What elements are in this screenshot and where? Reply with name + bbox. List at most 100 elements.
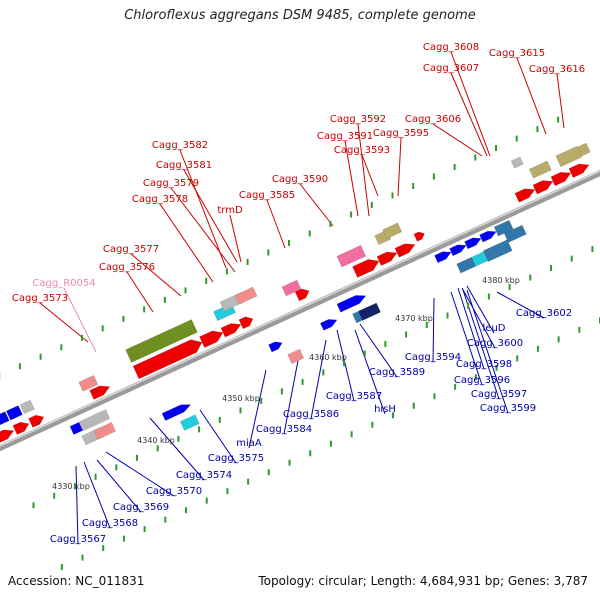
- gene-label[interactable]: Cagg_3582: [152, 140, 208, 151]
- gene-label[interactable]: Cagg_3592: [330, 114, 386, 125]
- gene-label[interactable]: Cagg_3577: [103, 244, 159, 255]
- gene-glyph[interactable]: [78, 409, 111, 432]
- leader-line: [149, 417, 205, 481]
- gene-glyph[interactable]: [479, 228, 498, 243]
- gene-label[interactable]: Cagg_3607: [423, 63, 479, 74]
- leader-line: [39, 302, 89, 343]
- leader-line: [96, 459, 142, 513]
- gene-label[interactable]: Cagg_3596: [454, 375, 510, 386]
- gene-glyph[interactable]: [532, 177, 555, 195]
- gene-glyph[interactable]: [161, 401, 192, 421]
- gene-glyph[interactable]: [413, 230, 426, 242]
- gene-glyph[interactable]: [268, 339, 284, 353]
- gene-glyph[interactable]: [510, 156, 524, 169]
- gene-label[interactable]: Cagg_3585: [239, 190, 295, 201]
- gene-glyph[interactable]: [528, 160, 552, 179]
- gene-glyph[interactable]: [125, 319, 198, 363]
- gene-glyph[interactable]: [456, 256, 477, 274]
- gene-label[interactable]: Cagg_3597: [471, 389, 527, 400]
- gene-label[interactable]: Cagg_3567: [50, 534, 106, 545]
- gene-glyph[interactable]: [5, 405, 23, 421]
- gene-label[interactable]: Cagg_3574: [176, 470, 232, 481]
- gene-glyph[interactable]: [352, 256, 382, 278]
- gene-label[interactable]: Cagg_3586: [283, 409, 339, 420]
- gene-label[interactable]: Cagg_3589: [369, 367, 425, 378]
- gene-label[interactable]: Cagg_3579: [143, 178, 199, 189]
- gene-glyph[interactable]: [93, 421, 117, 440]
- gene-glyph[interactable]: [576, 142, 591, 157]
- leader-line: [199, 409, 237, 464]
- gene-glyph[interactable]: [482, 239, 513, 262]
- gene-label[interactable]: Cagg_3576: [99, 262, 155, 273]
- gene-label[interactable]: Cagg_3569: [113, 502, 169, 513]
- gene-label[interactable]: hisH: [374, 404, 396, 415]
- gene-label[interactable]: Cagg_3599: [480, 403, 536, 414]
- gene-label[interactable]: Cagg_3581: [156, 160, 212, 171]
- gene-glyph[interactable]: [294, 286, 311, 302]
- gene-label[interactable]: Cagg_3590: [272, 174, 328, 185]
- gene-glyph[interactable]: [550, 169, 573, 187]
- gene-label[interactable]: Cagg_3568: [82, 518, 138, 529]
- leader-line: [183, 169, 238, 263]
- gene-glyph[interactable]: [568, 160, 591, 178]
- gene-glyph[interactable]: [89, 382, 112, 400]
- gene-label[interactable]: Cagg_3570: [146, 486, 202, 497]
- gene-glyph[interactable]: [503, 224, 527, 243]
- gene-glyph[interactable]: [514, 185, 537, 203]
- gene-glyph[interactable]: [449, 242, 468, 257]
- gene-glyph[interactable]: [78, 375, 99, 392]
- gene-glyph[interactable]: [376, 248, 399, 266]
- gene-label[interactable]: miaA: [236, 438, 262, 449]
- gene-glyph[interactable]: [320, 316, 338, 331]
- gene-label[interactable]: Cagg_3598: [456, 359, 512, 370]
- leader-line: [354, 329, 386, 415]
- gene-label[interactable]: Cagg_3608: [423, 42, 479, 53]
- gene-glyph[interactable]: [471, 251, 489, 267]
- gene-glyph[interactable]: [287, 348, 305, 365]
- gene-glyph[interactable]: [0, 411, 10, 428]
- gene-glyph[interactable]: [220, 320, 243, 338]
- gene-glyph[interactable]: [199, 327, 226, 348]
- gene-label[interactable]: Cagg_3584: [256, 424, 312, 435]
- gene-glyph[interactable]: [28, 412, 46, 428]
- map-title: Chloroflexus aggregans DSM 9485, complet…: [124, 8, 476, 23]
- gene-label[interactable]: Cagg_3600: [467, 338, 523, 349]
- gene-label[interactable]: trmD: [217, 205, 243, 216]
- gene-label[interactable]: leuD: [483, 323, 506, 334]
- gene-glyph[interactable]: [358, 302, 381, 321]
- gene-label[interactable]: Cagg_3606: [405, 114, 461, 125]
- gene-glyph[interactable]: [434, 249, 453, 264]
- gene-label[interactable]: Cagg_3587: [326, 391, 382, 402]
- gene-label[interactable]: Cagg_3575: [208, 453, 264, 464]
- leader-line: [179, 149, 227, 269]
- gene-glyph[interactable]: [238, 314, 255, 330]
- gene-glyph[interactable]: [281, 279, 302, 297]
- gene-glyph[interactable]: [382, 222, 403, 240]
- leader-line: [450, 291, 483, 386]
- gene-label[interactable]: Cagg_3591: [317, 131, 373, 142]
- gene-label[interactable]: Cagg_3593: [334, 145, 390, 156]
- gene-glyph[interactable]: [234, 286, 258, 305]
- gene-glyph[interactable]: [179, 414, 200, 431]
- gene-label[interactable]: Cagg_3578: [132, 194, 188, 205]
- gene-glyph[interactable]: [464, 235, 483, 250]
- gene-glyph[interactable]: [345, 292, 368, 309]
- gene-label[interactable]: Cagg_3615: [489, 48, 545, 59]
- gene-glyph[interactable]: [19, 399, 35, 415]
- gene-glyph[interactable]: [0, 426, 16, 444]
- gene-label[interactable]: Cagg_R0054: [32, 278, 95, 289]
- gene-glyph[interactable]: [394, 240, 417, 258]
- gene-glyph[interactable]: [132, 336, 205, 380]
- gene-label[interactable]: Cagg_3595: [373, 128, 429, 139]
- gene-glyph[interactable]: [555, 145, 583, 168]
- accession-text: Accession: NC_011831: [8, 574, 145, 588]
- gene-glyph[interactable]: [336, 244, 367, 268]
- gene-label[interactable]: Cagg_3602: [516, 308, 572, 319]
- gene-label[interactable]: Cagg_3573: [12, 293, 68, 304]
- gene-glyph[interactable]: [12, 419, 31, 435]
- gene-label[interactable]: Cagg_3616: [529, 64, 585, 75]
- gene-label[interactable]: Cagg_3594: [405, 352, 461, 363]
- genome-backbone-highlight: [0, 170, 600, 447]
